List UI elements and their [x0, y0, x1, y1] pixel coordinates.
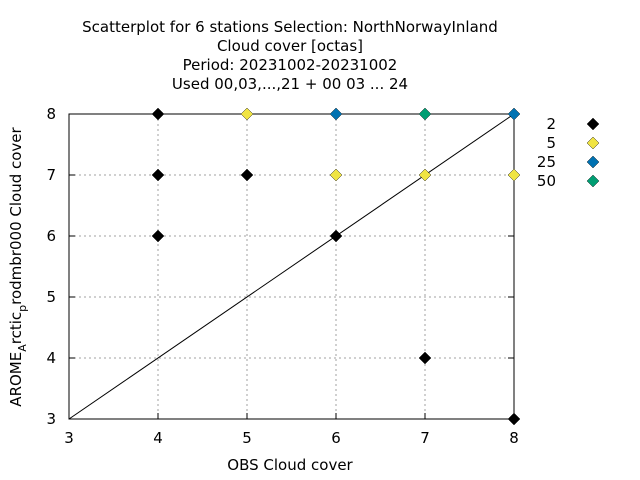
title-line-2: Cloud cover [octas] [217, 37, 363, 55]
y-axis-label: AROMEArcticprodmbr000 Cloud cover [7, 126, 29, 406]
y-tick-label: 7 [46, 166, 56, 184]
legend-label: 2 [546, 115, 556, 133]
legend-marker [586, 117, 600, 131]
x-tick-label: 3 [64, 429, 74, 447]
grid-lines [69, 114, 514, 419]
x-tick-label: 6 [331, 429, 341, 447]
data-point [151, 229, 165, 243]
data-point [151, 168, 165, 182]
legend-marker [586, 155, 600, 169]
y-tick-label: 8 [46, 105, 56, 123]
y-axis-label-base: AROME [7, 352, 25, 407]
diagonal-line [68, 113, 515, 420]
chart-title: Scatterplot for 6 stations Selection: No… [82, 18, 498, 93]
tick-labels: 3 4 5 6 7 8 3 4 5 6 7 8 [46, 105, 518, 447]
y-tick-label: 5 [46, 288, 56, 306]
diagonal-layer [68, 113, 515, 420]
y-axis-label-tail: rodmbr000 Cloud cover [7, 126, 25, 304]
data-point [329, 107, 343, 121]
title-line-3: Period: 20231002-20231002 [183, 56, 398, 74]
data-point [507, 107, 521, 121]
legend-label: 25 [537, 153, 556, 171]
data-point [418, 107, 432, 121]
data-point [507, 412, 521, 426]
data-point [329, 229, 343, 243]
plot-frame [68, 113, 515, 420]
x-tick-label: 7 [420, 429, 430, 447]
title-line-4: Used 00,03,...,21 + 00 03 ... 24 [172, 75, 408, 93]
y-axis-label-sub: A [16, 344, 29, 352]
y-tick-label: 4 [46, 349, 56, 367]
x-tick-label: 8 [509, 429, 519, 447]
data-points [151, 107, 521, 426]
data-point [418, 351, 432, 365]
legend-marker [586, 136, 600, 150]
data-point [240, 107, 254, 121]
title-line-1: Scatterplot for 6 stations Selection: No… [82, 18, 498, 36]
legend-marker [586, 174, 600, 188]
data-point [507, 168, 521, 182]
legend-label: 5 [546, 134, 556, 152]
legend-label: 50 [537, 172, 556, 190]
x-axis-label: OBS Cloud cover [227, 456, 353, 474]
y-tick-label: 6 [46, 227, 56, 245]
y-tick-label: 3 [46, 410, 56, 428]
data-point [151, 107, 165, 121]
data-point [240, 168, 254, 182]
data-point [329, 168, 343, 182]
y-axis-label-sub2: p [16, 305, 29, 312]
data-point [418, 168, 432, 182]
y-axis-label-mid: rctic [7, 312, 25, 344]
x-tick-label: 5 [242, 429, 252, 447]
x-tick-label: 4 [153, 429, 163, 447]
